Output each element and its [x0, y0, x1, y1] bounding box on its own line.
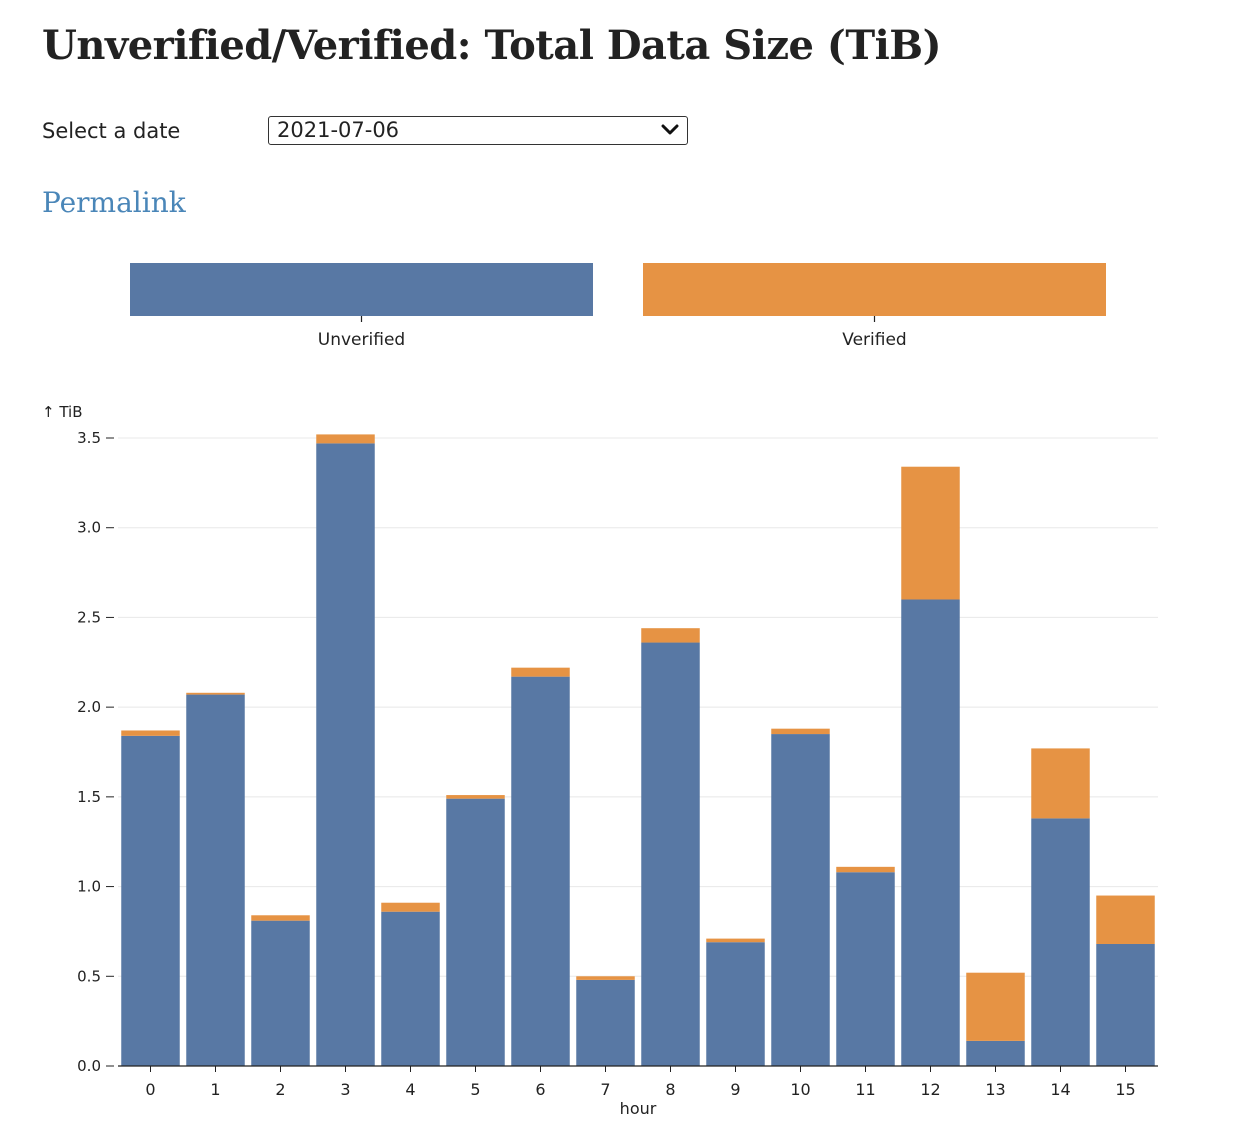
bar-unverified-13	[966, 1040, 1025, 1066]
date-select-value: 2021-07-06	[277, 118, 400, 142]
bar-unverified-2	[251, 920, 310, 1066]
x-tick-label-9: 9	[730, 1080, 740, 1099]
bar-unverified-3	[316, 443, 375, 1066]
chart-legend: Unverified Verified	[130, 263, 1106, 350]
legend-swatch-verified	[643, 263, 1106, 316]
bar-verified-3	[316, 434, 375, 444]
bar-unverified-12	[901, 599, 960, 1066]
bar-unverified-6	[511, 676, 570, 1066]
bar-unverified-14	[1031, 818, 1090, 1066]
x-tick-label-12: 12	[920, 1080, 940, 1099]
bar-unverified-0	[121, 735, 180, 1066]
y-tick-label-0: 0.0	[77, 1057, 101, 1075]
bar-verified-8	[641, 628, 700, 643]
bar-verified-9	[706, 938, 765, 943]
chevron-down-icon	[661, 124, 679, 135]
page-title: Unverified/Verified: Total Data Size (Ti…	[42, 22, 942, 69]
y-tick-label-4: 2.0	[77, 698, 101, 716]
bar-verified-12	[901, 466, 960, 600]
permalink-link[interactable]: Permalink	[42, 186, 186, 219]
x-tick-label-3: 3	[340, 1080, 350, 1099]
y-tick-label-7: 3.5	[77, 429, 101, 447]
bar-unverified-7	[576, 979, 635, 1066]
bar-verified-14	[1031, 748, 1090, 819]
bar-verified-1	[186, 692, 245, 695]
date-select-label: Select a date	[42, 119, 181, 143]
bar-unverified-4	[381, 911, 440, 1066]
bar-unverified-8	[641, 642, 700, 1066]
bar-verified-0	[121, 730, 180, 736]
bar-verified-11	[836, 866, 895, 873]
x-tick-label-14: 14	[1050, 1080, 1070, 1099]
bar-unverified-9	[706, 942, 765, 1066]
y-tick-label-6: 3.0	[77, 519, 101, 537]
x-tick-label-4: 4	[405, 1080, 415, 1099]
bar-verified-15	[1096, 895, 1155, 944]
bar-verified-13	[966, 972, 1025, 1041]
y-tick-label-5: 2.5	[77, 608, 101, 626]
x-tick-label-0: 0	[145, 1080, 155, 1099]
x-tick-label-13: 13	[985, 1080, 1005, 1099]
bar-verified-5	[446, 795, 505, 799]
y-tick-label-1: 0.5	[77, 967, 101, 985]
bar-verified-7	[576, 976, 635, 980]
x-tick-label-2: 2	[275, 1080, 285, 1099]
bar-unverified-1	[186, 694, 245, 1066]
bar-verified-4	[381, 902, 440, 912]
date-select[interactable]: 2021-07-06	[268, 116, 688, 145]
x-tick-label-5: 5	[470, 1080, 480, 1099]
x-tick-label-1: 1	[210, 1080, 220, 1099]
bar-verified-6	[511, 667, 570, 677]
y-tick-label-2: 1.0	[77, 878, 101, 896]
legend-label-verified: Verified	[842, 330, 906, 350]
bar-unverified-5	[446, 798, 505, 1066]
bar-verified-2	[251, 915, 310, 921]
bar-verified-10	[771, 728, 830, 735]
x-tick-label-15: 15	[1115, 1080, 1135, 1099]
bar-unverified-11	[836, 872, 895, 1066]
y-axis-label: ↑ TiB	[42, 403, 83, 421]
y-tick-label-3: 1.5	[77, 788, 101, 806]
x-tick-label-8: 8	[665, 1080, 675, 1099]
bar-unverified-15	[1096, 943, 1155, 1066]
x-axis-label: hour	[620, 1099, 657, 1118]
bar-unverified-10	[771, 734, 830, 1066]
x-tick-label-7: 7	[600, 1080, 610, 1099]
x-tick-label-11: 11	[855, 1080, 875, 1099]
x-tick-label-6: 6	[535, 1080, 545, 1099]
x-tick-label-10: 10	[790, 1080, 810, 1099]
legend-label-unverified: Unverified	[318, 330, 405, 350]
legend-swatch-unverified	[130, 263, 593, 316]
date-selector-row: Select a date 2021-07-06	[42, 116, 702, 148]
